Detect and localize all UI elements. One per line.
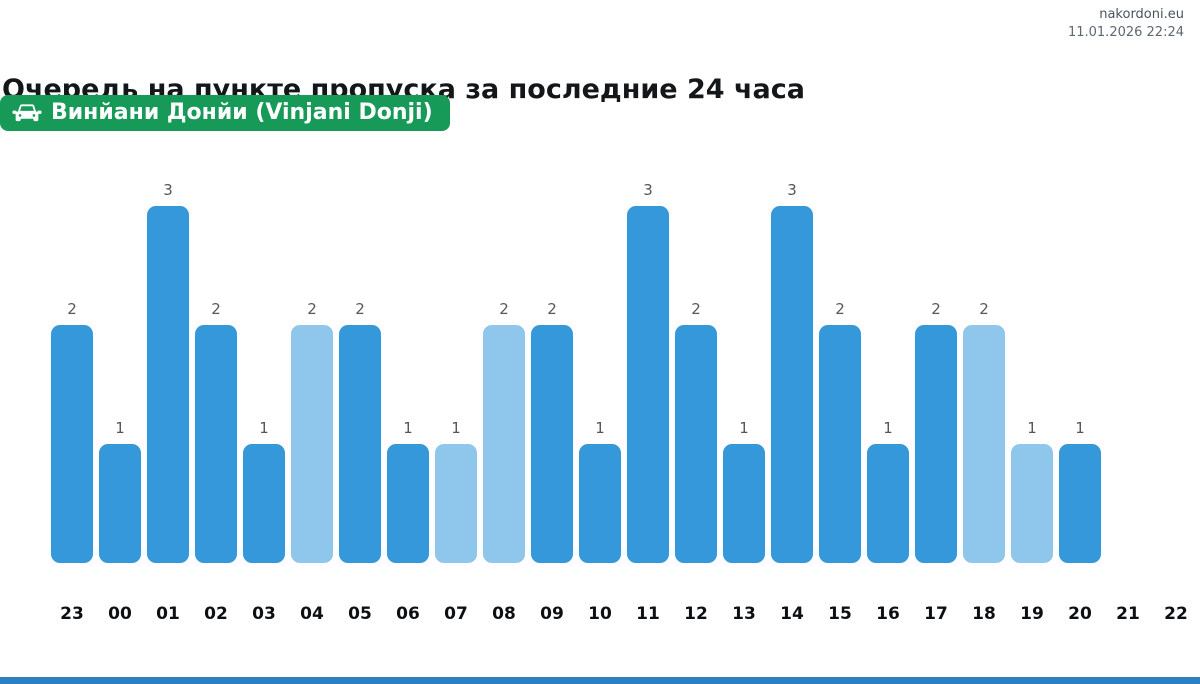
queue-bar (675, 325, 717, 563)
bar-slot: 3 (768, 181, 816, 563)
bar-slot: 1 (432, 419, 480, 563)
queue-bar (723, 444, 765, 563)
bar-value-label: 1 (883, 419, 893, 437)
bar-value-label: 1 (451, 419, 461, 437)
x-axis-tick-label: 17 (924, 604, 948, 624)
x-axis-tick-label: 09 (540, 604, 564, 624)
x-axis-tick-label: 10 (588, 604, 612, 624)
bar-value-label: 1 (115, 419, 125, 437)
x-axis-tick-label: 03 (252, 604, 276, 624)
x-axis-tick-label: 05 (348, 604, 372, 624)
queue-bar (99, 444, 141, 563)
queue-bar (147, 206, 189, 563)
queue-bar (291, 325, 333, 563)
bar-slot: 2 (960, 300, 1008, 563)
bar-slot: 1 (384, 419, 432, 563)
bar-slot: 2 (816, 300, 864, 563)
x-axis-tick-label: 07 (444, 604, 468, 624)
x-axis-tick-label: 04 (300, 604, 324, 624)
x-axis-tick-label: 13 (732, 604, 756, 624)
x-axis-tick-label: 15 (828, 604, 852, 624)
bar-value-label: 2 (499, 300, 509, 318)
queue-bar (1011, 444, 1053, 563)
timestamp: 11.01.2026 22:24 (1067, 25, 1184, 41)
bar-slot: 2 (336, 300, 384, 563)
x-axis-tick-label: 14 (780, 604, 804, 624)
x-axis-tick-label: 23 (60, 604, 84, 624)
car-icon (12, 101, 42, 125)
queue-bar (531, 325, 573, 563)
bar-chart: 2 1 3 2 1 2 2 1 1 2 2 1 3 2 1 3 2 1 2 2 1 1 (48, 160, 1200, 563)
queue-bar (915, 325, 957, 563)
site-header: nakordoni.eu 11.01.2026 22:24 (1068, 7, 1184, 42)
bar-slot: 2 (480, 300, 528, 563)
bar-value-label: 1 (259, 419, 269, 437)
checkpoint-badge[interactable]: Винйани Донйи (Vinjani Donji) (0, 95, 450, 131)
bar-value-label: 2 (979, 300, 989, 318)
bar-slot: 2 (672, 300, 720, 563)
bar-slot: 2 (48, 300, 96, 563)
bar-value-label: 3 (163, 181, 173, 199)
bar-value-label: 2 (355, 300, 365, 318)
x-axis-tick-label: 20 (1068, 604, 1092, 624)
checkpoint-name: Винйани Донйи (Vinjani Donji) (51, 100, 433, 125)
bar-value-label: 1 (739, 419, 749, 437)
bar-value-label: 3 (787, 181, 797, 199)
bar-slot: 1 (240, 419, 288, 563)
x-axis-tick-label: 01 (156, 604, 180, 624)
x-axis-tick-label: 22 (1164, 604, 1188, 624)
queue-bar (579, 444, 621, 563)
bar-value-label: 1 (1075, 419, 1085, 437)
x-axis-tick-label: 08 (492, 604, 516, 624)
queue-bar (243, 444, 285, 563)
x-axis-tick-label: 16 (876, 604, 900, 624)
bar-slot: 3 (624, 181, 672, 563)
bar-value-label: 2 (547, 300, 557, 318)
x-axis-tick-label: 11 (636, 604, 660, 624)
queue-bar (819, 325, 861, 563)
bar-slot: 1 (1008, 419, 1056, 563)
site-link[interactable]: nakordoni.eu (1099, 7, 1184, 22)
bar-value-label: 2 (211, 300, 221, 318)
bar-value-label: 2 (691, 300, 701, 318)
bar-value-label: 2 (835, 300, 845, 318)
bar-slot: 2 (192, 300, 240, 563)
x-axis-tick-label: 02 (204, 604, 228, 624)
bar-value-label: 1 (595, 419, 605, 437)
queue-bar (51, 325, 93, 563)
bar-slot: 1 (864, 419, 912, 563)
queue-bar (387, 444, 429, 563)
x-axis-tick-label: 18 (972, 604, 996, 624)
queue-bar (867, 444, 909, 563)
queue-bar (771, 206, 813, 563)
queue-bar (339, 325, 381, 563)
queue-bar (435, 444, 477, 563)
bar-slot: 1 (96, 419, 144, 563)
bar-value-label: 3 (643, 181, 653, 199)
bar-slot: 1 (576, 419, 624, 563)
bar-slot: 2 (528, 300, 576, 563)
queue-bar (627, 206, 669, 563)
queue-bar (483, 325, 525, 563)
footer-strip (0, 677, 1200, 684)
queue-bar (195, 325, 237, 563)
x-axis-tick-label: 06 (396, 604, 420, 624)
x-axis-tick-label: 21 (1116, 604, 1140, 624)
bar-value-label: 2 (931, 300, 941, 318)
bar-value-label: 1 (403, 419, 413, 437)
bar-value-label: 2 (67, 300, 77, 318)
queue-bar (1059, 444, 1101, 563)
x-axis-tick-label: 00 (108, 604, 132, 624)
bar-value-label: 1 (1027, 419, 1037, 437)
queue-bar (963, 325, 1005, 563)
bar-slot: 2 (912, 300, 960, 563)
bar-slot: 1 (1056, 419, 1104, 563)
x-axis-tick-label: 12 (684, 604, 708, 624)
bar-slot: 3 (144, 181, 192, 563)
bar-slot: 1 (720, 419, 768, 563)
bar-slot: 2 (288, 300, 336, 563)
bar-value-label: 2 (307, 300, 317, 318)
x-axis-tick-label: 19 (1020, 604, 1044, 624)
x-axis-labels: 23 00 01 02 03 04 05 06 07 08 09 10 11 12 13 14 15 16 17 18… (48, 604, 1200, 624)
